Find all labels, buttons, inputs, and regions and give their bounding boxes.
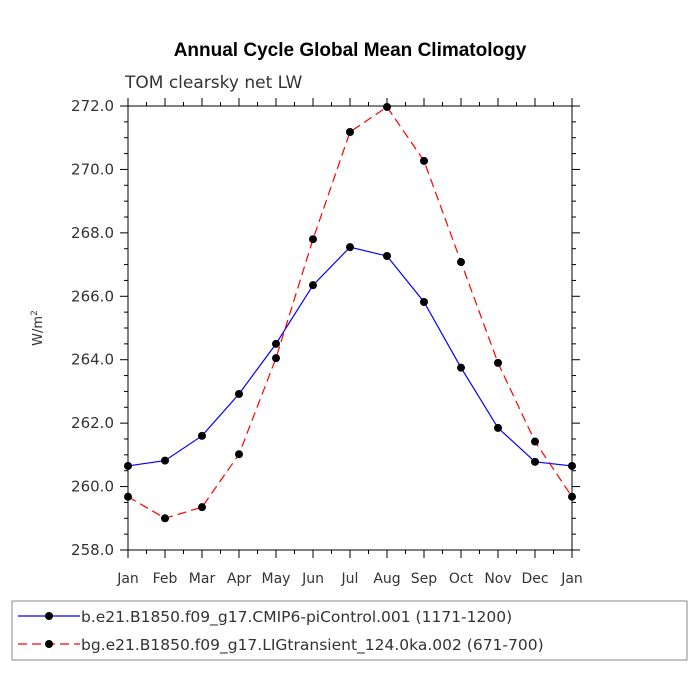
series-points: [124, 102, 576, 523]
data-point: [235, 450, 243, 459]
series-line-1: [127, 246, 573, 467]
x-tick-label: Jun: [301, 571, 324, 587]
y-tick-labels: 258.0 260.0 262.0 264.0 266.0 268.0 270.0 272.0: [71, 97, 114, 559]
x-tick-label: Jan: [560, 571, 583, 587]
y-tick-label: 268.0: [71, 224, 114, 242]
x-tick-label: Dec: [521, 571, 548, 587]
x-tick-label: Feb: [153, 571, 178, 587]
data-point: [531, 457, 539, 466]
legend-label-2: bg.e21.B1850.f09_g17.LIGtransient_124.0k…: [81, 636, 544, 655]
data-point: [383, 252, 391, 261]
legend: b.e21.B1850.f09_g17.CMIP6-piControl.001 …: [18, 608, 544, 655]
series-lines: [127, 106, 573, 519]
data-point: [198, 503, 206, 512]
data-point: [383, 102, 391, 111]
data-point: [494, 423, 502, 432]
data-point: [198, 431, 206, 440]
x-tick-label: Aug: [373, 571, 400, 587]
y-axis-label-base: W/m: [31, 316, 46, 346]
data-point: [272, 339, 280, 348]
x-tick-label: Nov: [484, 571, 511, 587]
x-tick-label: Sep: [411, 571, 438, 587]
x-tick-label: May: [262, 571, 291, 587]
data-point: [309, 235, 317, 244]
axis-ticks: [120, 98, 580, 558]
y-tick-label: 264.0: [71, 351, 114, 369]
y-tick-label: 260.0: [71, 478, 114, 496]
y-tick-label: 272.0: [71, 97, 114, 115]
series-line-2: [127, 106, 573, 519]
y-axis-label: W/m2: [30, 310, 46, 346]
y-tick-label: 262.0: [71, 414, 114, 432]
x-tick-label: Apr: [227, 571, 251, 587]
x-tick-label: Jul: [341, 571, 359, 587]
x-tick-label: Oct: [449, 571, 474, 587]
legend-box: [11, 600, 688, 661]
data-point: [457, 363, 465, 372]
data-point: [272, 354, 280, 363]
chart-subtitle: TOM clearsky net LW: [124, 73, 303, 93]
legend-marker-2: [45, 640, 53, 648]
data-point: [309, 281, 317, 290]
data-point: [531, 437, 539, 446]
legend-label-1: b.e21.B1850.f09_g17.CMIP6-piControl.001 …: [81, 608, 512, 627]
x-tick-label: Mar: [189, 571, 216, 587]
plot-frame: [127, 105, 573, 551]
data-point: [346, 128, 354, 137]
chart-title: Annual Cycle Global Mean Climatology: [174, 40, 527, 61]
y-tick-label: 270.0: [71, 160, 114, 178]
data-point: [420, 297, 428, 306]
data-point: [235, 389, 243, 398]
data-point: [161, 456, 169, 465]
data-point: [346, 243, 354, 252]
data-point: [420, 156, 428, 165]
x-tick-label: Jan: [116, 571, 139, 587]
legend-marker-1: [45, 612, 53, 620]
x-tick-labels: Jan Feb Mar Apr May Jun Jul Aug Sep Oct Nov Dec Jan: [116, 571, 583, 587]
data-point: [161, 514, 169, 523]
y-axis-label-sup: 2: [30, 310, 40, 316]
y-tick-label: 266.0: [71, 287, 114, 305]
data-point: [457, 258, 465, 267]
y-tick-label: 258.0: [71, 541, 114, 559]
data-point: [494, 358, 502, 367]
